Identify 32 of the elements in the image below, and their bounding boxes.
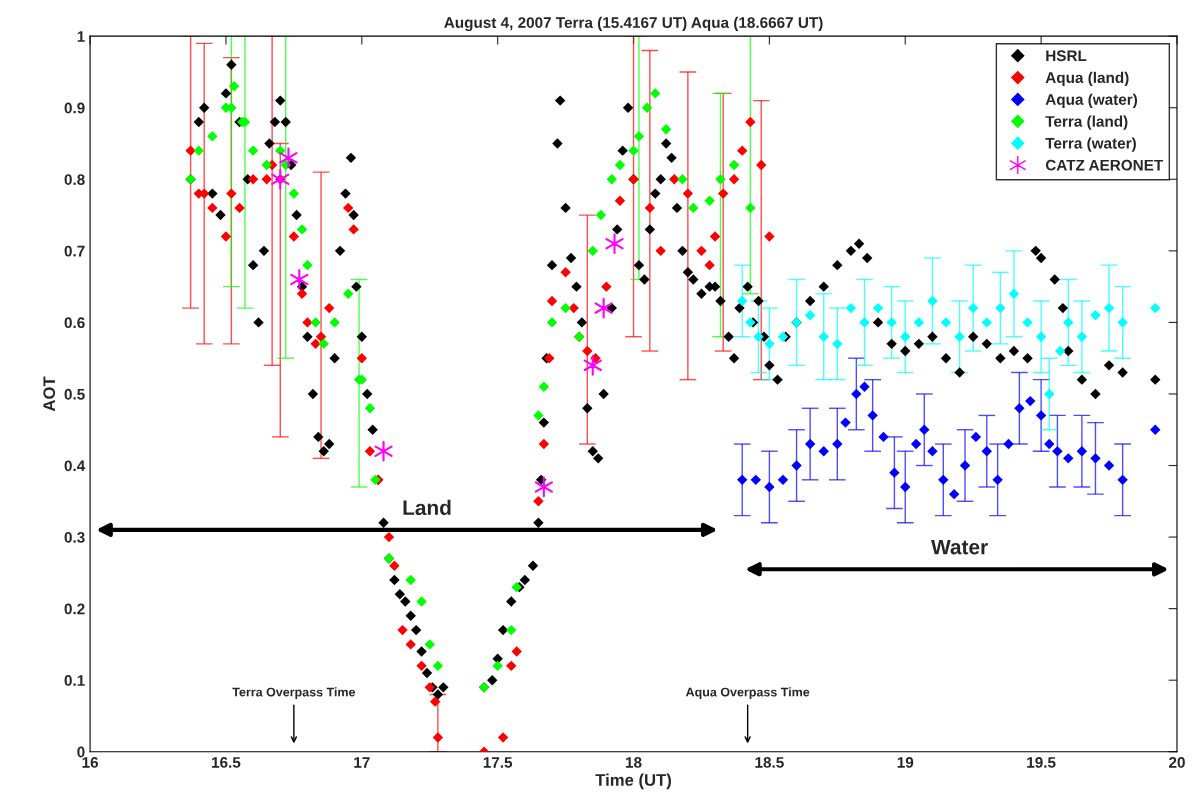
annotation: Terra Overpass Time <box>232 687 356 699</box>
y-axis-title: AOT <box>43 376 56 412</box>
annotation: Water <box>931 539 988 555</box>
x-tick-label: 18 <box>625 757 642 768</box>
x-tick-label: 17.5 <box>483 757 513 768</box>
x-tick-label: 18.5 <box>755 757 784 768</box>
legend-label: Terra (land) <box>1045 115 1128 130</box>
legend-label: Aqua (land) <box>1045 71 1129 87</box>
legend-label: Aqua (water) <box>1045 93 1138 108</box>
x-tick-label: 19 <box>897 757 914 768</box>
y-tick-label: 0.1 <box>64 675 85 686</box>
y-tick-label: 0.6 <box>64 317 85 329</box>
x-tick-label: 16 <box>82 757 99 768</box>
y-tick-label: 0.3 <box>64 531 85 543</box>
y-tick-label: 0.7 <box>64 245 85 257</box>
y-tick-label: 0.8 <box>64 174 85 185</box>
x-axis-title: Time (UT) <box>595 773 671 790</box>
y-tick-label: 0 <box>77 746 85 758</box>
x-tick-label: 16.5 <box>212 757 241 768</box>
x-tick-label: 19.5 <box>1027 757 1056 768</box>
y-tick-label: 0.9 <box>64 102 85 114</box>
y-tick-label: 0.5 <box>64 388 85 400</box>
legend-label: Terra (water) <box>1045 137 1136 152</box>
x-tick-label: 17 <box>354 757 370 768</box>
y-tick-label: 0.4 <box>64 460 86 472</box>
legend-label: HSRL <box>1046 50 1087 62</box>
x-tick-label: 20 <box>1169 757 1185 768</box>
annotation: Land <box>403 499 451 516</box>
annotation: Aqua Overpass Time <box>685 687 810 699</box>
y-tick-label: 0.2 <box>64 603 85 615</box>
y-tick-label: 1 <box>77 31 85 42</box>
chart-title: August 4, 2007 Terra (15.4167 UT) Aqua (18.6667 UT) <box>444 16 823 32</box>
